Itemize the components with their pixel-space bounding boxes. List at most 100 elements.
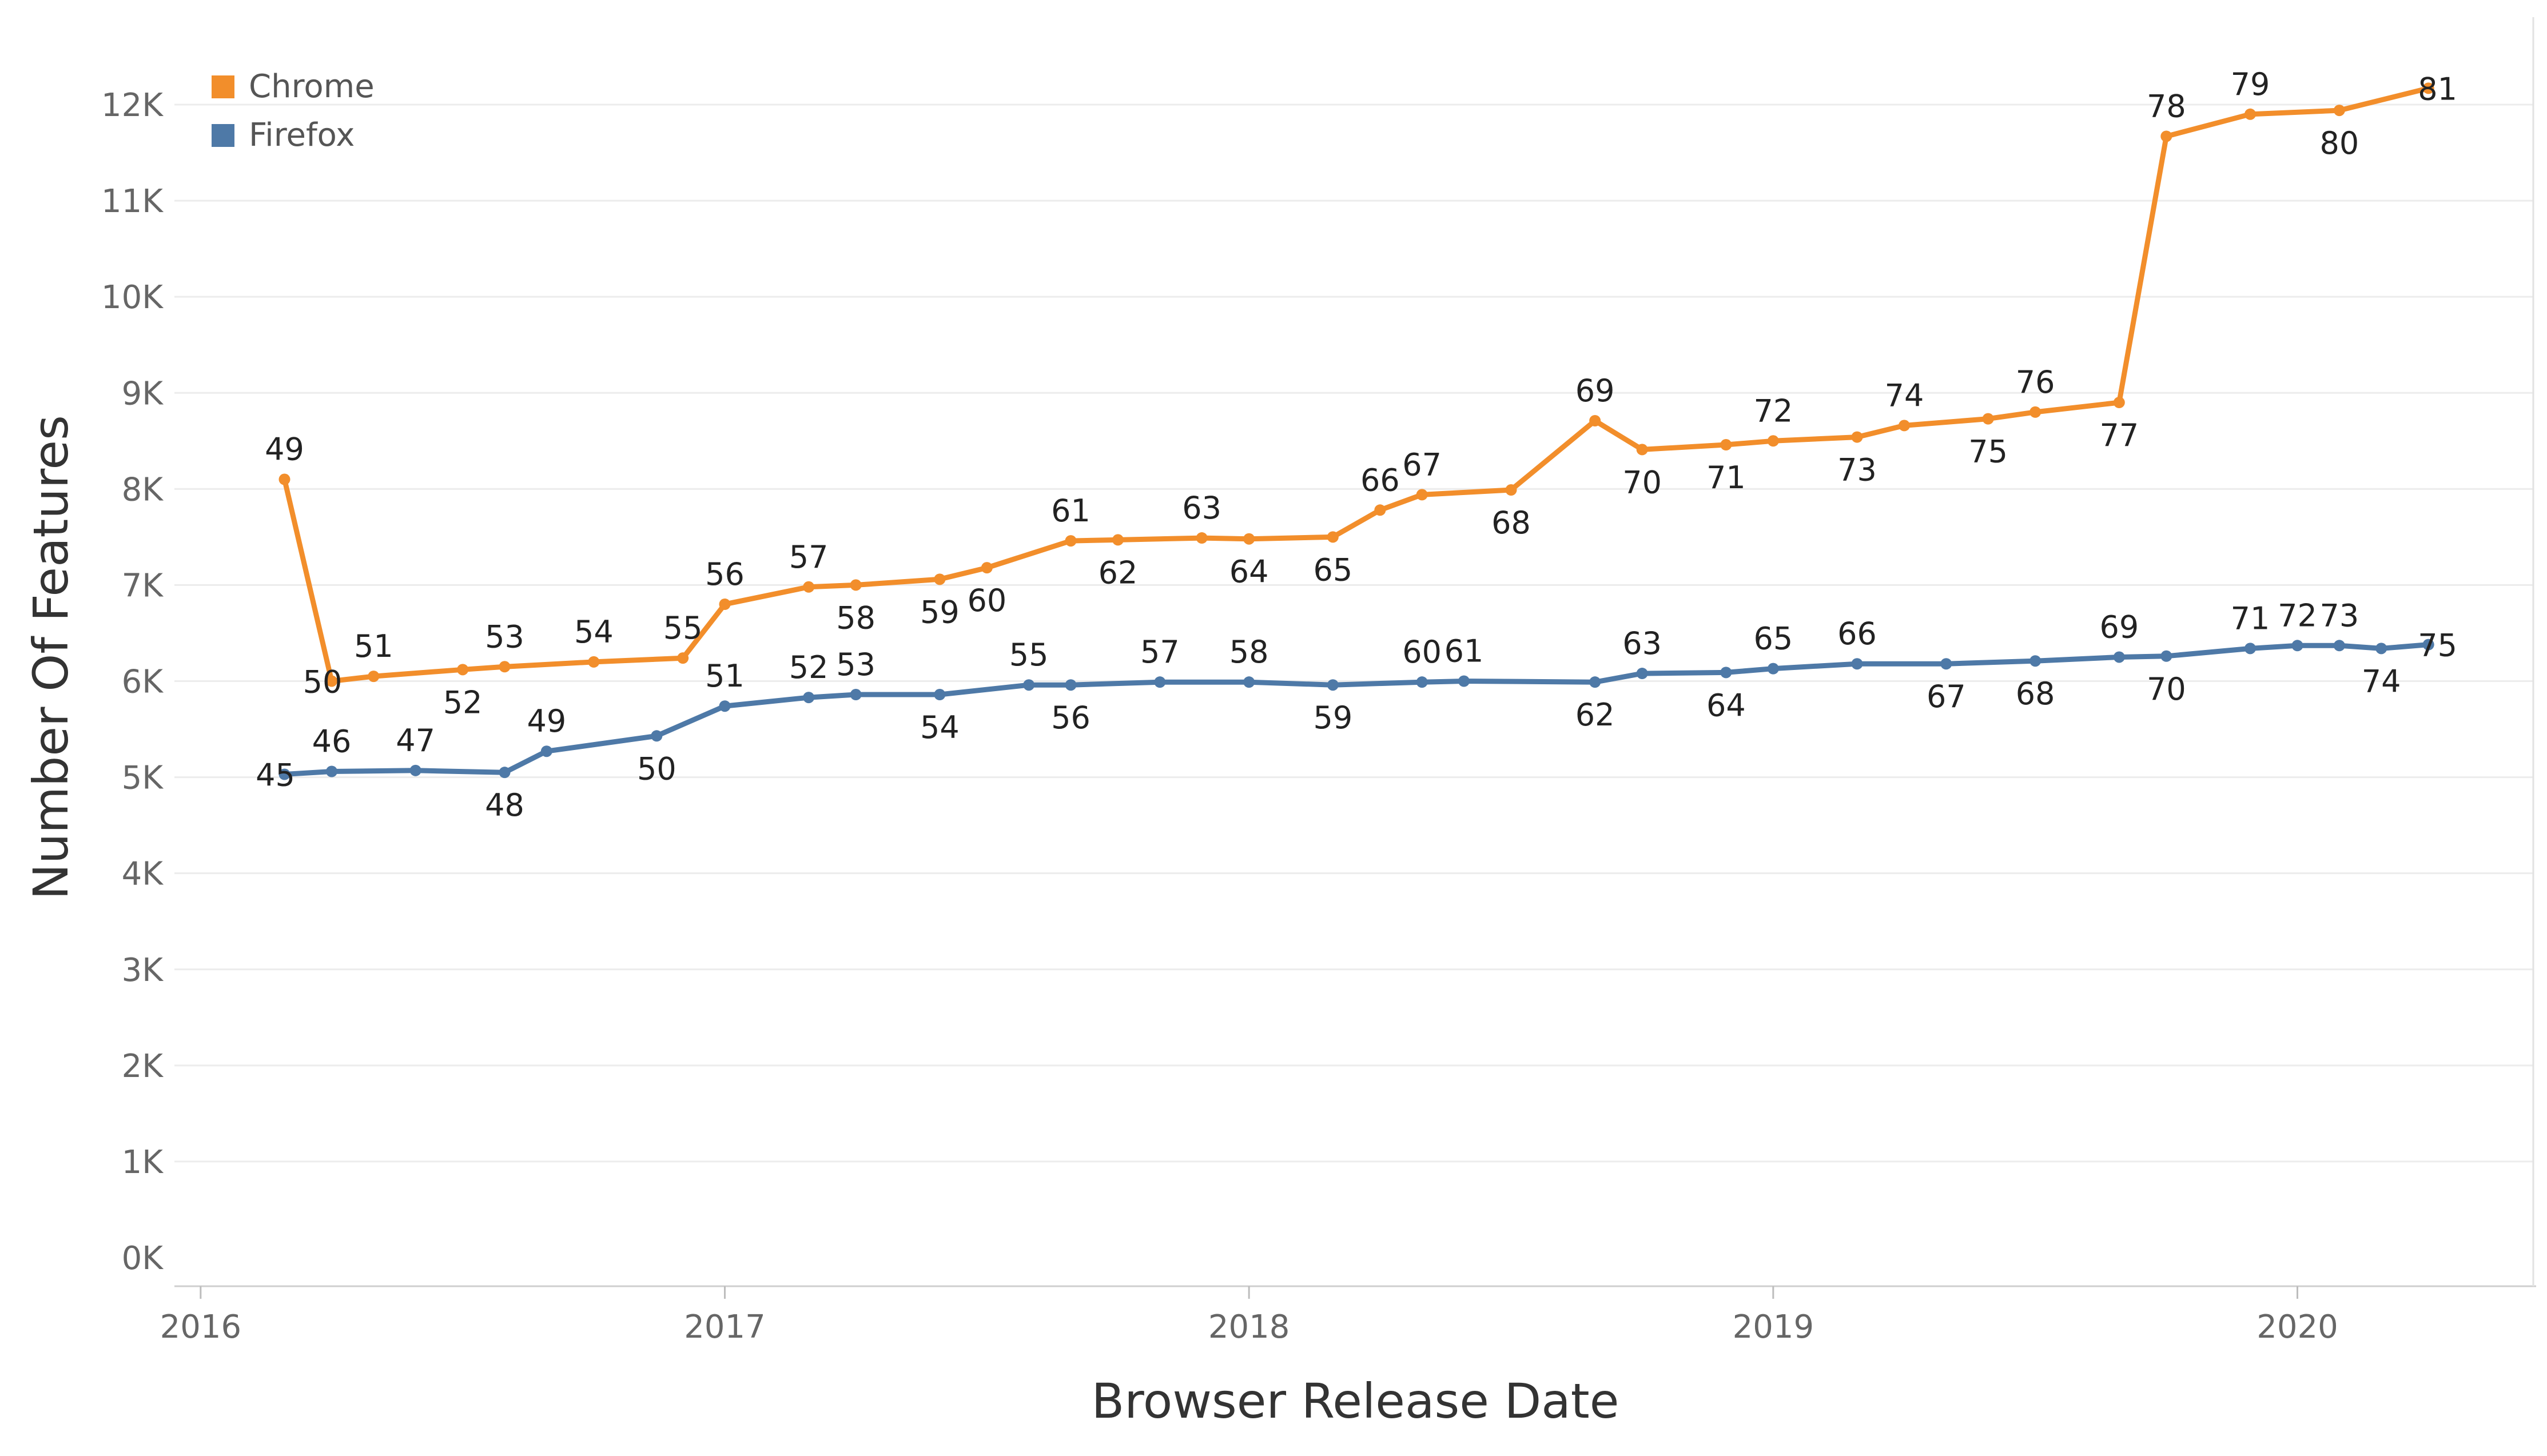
point-chrome [1767,435,1779,447]
x-axis-title: Browser Release Date [1092,1373,1619,1429]
point-chrome [803,581,815,593]
data-label-firefox: 55 [1009,637,1049,673]
data-label-chrome: 63 [1182,490,1221,526]
point-firefox [1940,658,1952,670]
point-firefox [934,689,946,701]
legend-label-chrome: Chrome [249,68,375,105]
data-label-firefox: 47 [396,723,435,759]
point-firefox [499,767,511,779]
point-firefox [1243,676,1255,688]
data-label-chrome: 71 [1706,460,1746,496]
data-label-firefox: 70 [2147,671,2186,707]
y-tick-label: 1K [122,1144,164,1181]
point-firefox [409,764,421,776]
data-label-firefox: 61 [1444,633,1484,669]
point-firefox [803,692,815,704]
point-chrome [2160,130,2172,142]
point-chrome [1505,484,1517,496]
legend-swatch-chrome [212,75,234,98]
data-label-firefox: 64 [1706,687,1746,723]
point-firefox [540,745,552,757]
data-label-chrome: 59 [920,594,960,630]
data-label-chrome: 58 [836,600,875,636]
point-chrome [1982,413,1994,425]
x-tick-label: 2020 [2257,1309,2338,1346]
data-label-firefox: 68 [2016,676,2055,712]
data-label-firefox: 50 [637,751,676,787]
data-label-firefox: 48 [485,787,524,823]
data-label-chrome: 80 [2319,125,2359,161]
data-label-chrome: 49 [265,432,304,468]
point-firefox [1065,679,1077,691]
data-label-firefox: 46 [312,723,352,759]
data-label-chrome: 64 [1229,554,1269,590]
point-chrome [850,579,862,591]
data-label-firefox: 67 [1927,679,1966,715]
data-label-chrome: 61 [1051,493,1091,529]
point-chrome [1851,431,1863,443]
point-chrome [1899,420,1910,432]
y-axis-title: Number Of Features [23,415,79,900]
data-label-firefox: 45 [256,757,295,793]
point-chrome [1327,531,1339,543]
y-tick-label: 12K [101,87,164,124]
data-label-chrome: 69 [1575,373,1615,409]
data-label-chrome: 78 [2147,88,2186,124]
y-tick-label: 0K [122,1240,164,1277]
point-chrome [2422,82,2434,94]
point-firefox [1589,676,1601,688]
point-firefox [1023,679,1035,691]
point-chrome [981,562,993,574]
y-tick-label: 2K [122,1048,164,1085]
point-chrome [368,671,380,683]
x-tick-label: 2018 [1208,1309,1290,1346]
y-tick-label: 11K [101,183,164,220]
point-chrome [2244,108,2256,120]
point-chrome [1065,535,1077,547]
data-label-firefox: 62 [1575,697,1615,733]
x-tick-label: 2016 [160,1309,242,1346]
y-tick-label: 5K [122,760,164,797]
x-tick-label: 2019 [1733,1309,1814,1346]
point-chrome [1243,533,1255,545]
point-chrome [1374,504,1386,516]
y-tick-label: 9K [122,375,164,412]
data-label-chrome: 52 [443,684,483,720]
data-label-chrome: 60 [967,583,1006,619]
point-chrome [719,599,731,611]
data-label-chrome: 50 [303,664,343,700]
data-label-chrome: 75 [1968,434,2008,470]
point-firefox [651,730,663,742]
point-firefox [1636,668,1648,680]
data-label-firefox: 52 [789,649,829,685]
point-firefox [326,765,337,777]
point-firefox [2029,655,2041,667]
data-label-firefox: 51 [705,658,745,694]
point-firefox [1851,658,1863,670]
data-label-chrome: 67 [1402,446,1442,482]
data-label-firefox: 72 [2278,597,2317,633]
point-chrome [457,664,469,676]
data-label-chrome: 51 [354,628,393,664]
data-label-chrome: 81 [2418,71,2457,107]
data-label-firefox: 56 [1051,700,1091,736]
point-firefox [1327,679,1339,691]
point-chrome [1196,532,1208,544]
data-label-firefox: 60 [1402,634,1442,670]
data-label-firefox: 66 [1837,616,1877,652]
point-firefox [2160,650,2172,662]
x-tick-label: 2017 [684,1309,766,1346]
data-label-chrome: 57 [789,539,829,575]
point-firefox [1458,675,1470,687]
y-axis-ticks: 0K 1K 2K 3K 4K 5K 6K 7K 8K 9K 10K 11K 12K [101,87,164,1277]
data-label-firefox: 54 [920,709,960,745]
point-chrome [677,652,689,664]
point-chrome [2333,105,2345,117]
data-label-firefox: 75 [2418,628,2457,664]
y-tick-label: 10K [101,279,164,316]
data-label-chrome: 68 [1491,505,1531,541]
point-firefox [850,689,862,701]
data-label-firefox: 58 [1229,634,1269,670]
point-chrome [2113,397,2125,409]
